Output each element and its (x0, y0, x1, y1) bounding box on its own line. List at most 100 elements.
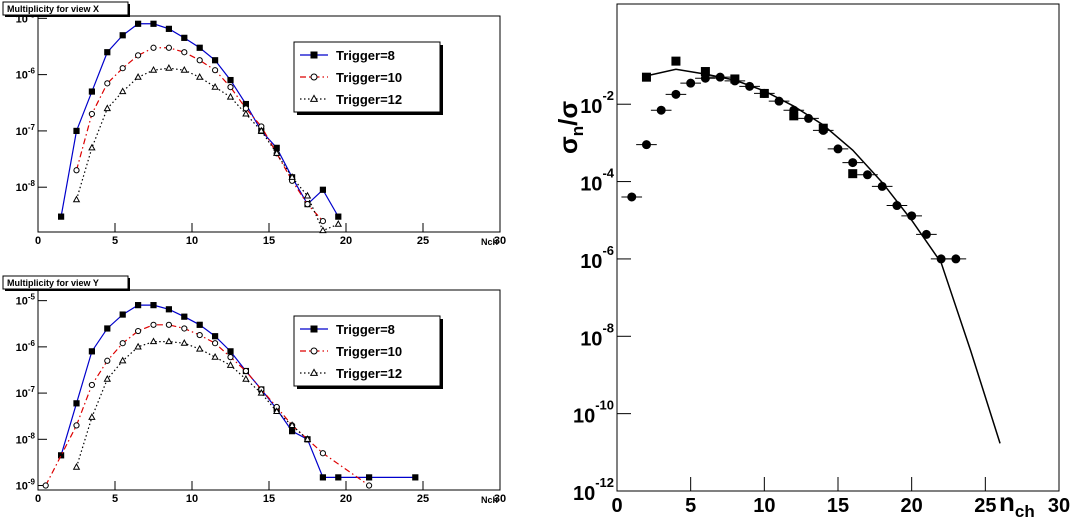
y-tick-exponent: -5 (28, 293, 36, 302)
marker-triangle (334, 220, 343, 227)
marker-circle (804, 113, 814, 123)
y-tick-label: 10 (16, 388, 28, 400)
marker-square (104, 325, 111, 332)
legend-label: Trigger=12 (336, 366, 402, 381)
y-tick-exponent: -6 (602, 243, 614, 258)
x-tick-label: 10 (753, 495, 775, 517)
y-tick-exponent: -8 (28, 179, 36, 188)
marker-circle (88, 110, 96, 118)
marker-triangle (288, 173, 296, 180)
y-axis-label-rest: /σ (553, 101, 583, 126)
marker-triangle (195, 344, 204, 352)
marker-circle (789, 105, 799, 115)
marker-square (335, 474, 342, 481)
marker-circle (196, 331, 203, 339)
marker-triangle (118, 356, 127, 364)
y-tick-label: 10 (16, 126, 28, 138)
x-tick-label: 5 (112, 235, 118, 247)
marker-circle (700, 73, 710, 83)
marker-triangle (303, 435, 312, 442)
x-tick-label: 0 (35, 235, 41, 247)
marker-triangle (288, 421, 296, 428)
marker-triangle (118, 87, 127, 95)
y-tick-label: 10 (573, 406, 595, 428)
marker-circle (774, 96, 784, 106)
marker-circle (730, 76, 740, 86)
marker-circle (848, 158, 858, 168)
marker-triangle (211, 352, 219, 360)
x-tick-label: 20 (340, 493, 352, 505)
marker-circle (892, 201, 902, 211)
marker-triangle (257, 388, 266, 396)
marker-triangle (134, 342, 142, 350)
title-box (2, 1, 129, 16)
x-tick-label: 15 (263, 235, 275, 247)
y-tick-label: 10 (573, 483, 595, 505)
marker-circle (921, 229, 931, 239)
marker-square (88, 348, 96, 355)
y-tick-exponent: -12 (595, 475, 614, 490)
y-axis-label-main: σ (553, 136, 583, 154)
y-tick-label: 10 (16, 70, 28, 82)
marker-circle (656, 105, 666, 115)
x-axis-label-sub: ch (1015, 502, 1035, 517)
marker-circle (165, 321, 172, 328)
marker-triangle (319, 226, 327, 234)
marker-circle (862, 170, 872, 180)
y-tick-label: 10 (16, 342, 28, 354)
marker-triangle (180, 66, 189, 73)
marker-circle (227, 84, 234, 91)
y-tick-exponent: -8 (602, 320, 614, 335)
legend-marker (310, 325, 318, 333)
x-tick-label: 20 (901, 495, 923, 517)
x-axis-label: Nch (481, 495, 498, 505)
marker-square (119, 311, 126, 318)
marker-triangle (149, 66, 158, 73)
marker-circle (42, 482, 49, 489)
x-tick-label: 15 (827, 495, 849, 517)
marker-triangle (242, 109, 250, 117)
chart-title: Multiplicity for view Y (7, 278, 99, 288)
marker-circle (745, 81, 755, 91)
y-tick-exponent: -7 (28, 123, 36, 132)
series-line (75, 341, 308, 468)
y-tick-exponent: -7 (28, 385, 36, 394)
marker-circle (73, 167, 80, 174)
x-axis-label: Nch (481, 237, 498, 247)
marker-circle (877, 181, 887, 191)
marker-circle (671, 89, 681, 99)
marker-square (181, 313, 188, 320)
marker-circle (641, 140, 651, 150)
y-axis-label-sub: n (568, 126, 587, 136)
marker-circle (319, 217, 326, 225)
marker-square (135, 302, 142, 309)
marker-circle (715, 72, 725, 82)
legend-marker (310, 73, 318, 81)
marker-circle (212, 67, 219, 74)
marker-triangle (103, 375, 112, 382)
legend-box (293, 315, 441, 387)
marker-triangle (180, 339, 189, 346)
marker-circle (104, 357, 111, 364)
marker-circle (366, 482, 373, 489)
title-box (2, 275, 129, 290)
marker-square (135, 20, 142, 27)
marker-circle (150, 321, 157, 328)
marker-square (848, 169, 858, 179)
marker-square (319, 474, 326, 481)
marker-triangle (88, 413, 96, 420)
y-tick-exponent: -10 (595, 398, 614, 413)
marker-square (289, 428, 296, 435)
x-tick-label: 10 (186, 235, 198, 247)
marker-square (212, 57, 219, 64)
y-tick-label: 10 (580, 174, 602, 196)
marker-square (165, 25, 173, 32)
y-tick-label: 10 (16, 182, 28, 194)
y-axis-label: σn/σ (553, 101, 587, 154)
marker-triangle (226, 92, 235, 100)
marker-triangle (211, 82, 219, 90)
marker-triangle (257, 126, 266, 134)
marker-square (88, 88, 96, 95)
x-tick-label: 10 (186, 493, 198, 505)
